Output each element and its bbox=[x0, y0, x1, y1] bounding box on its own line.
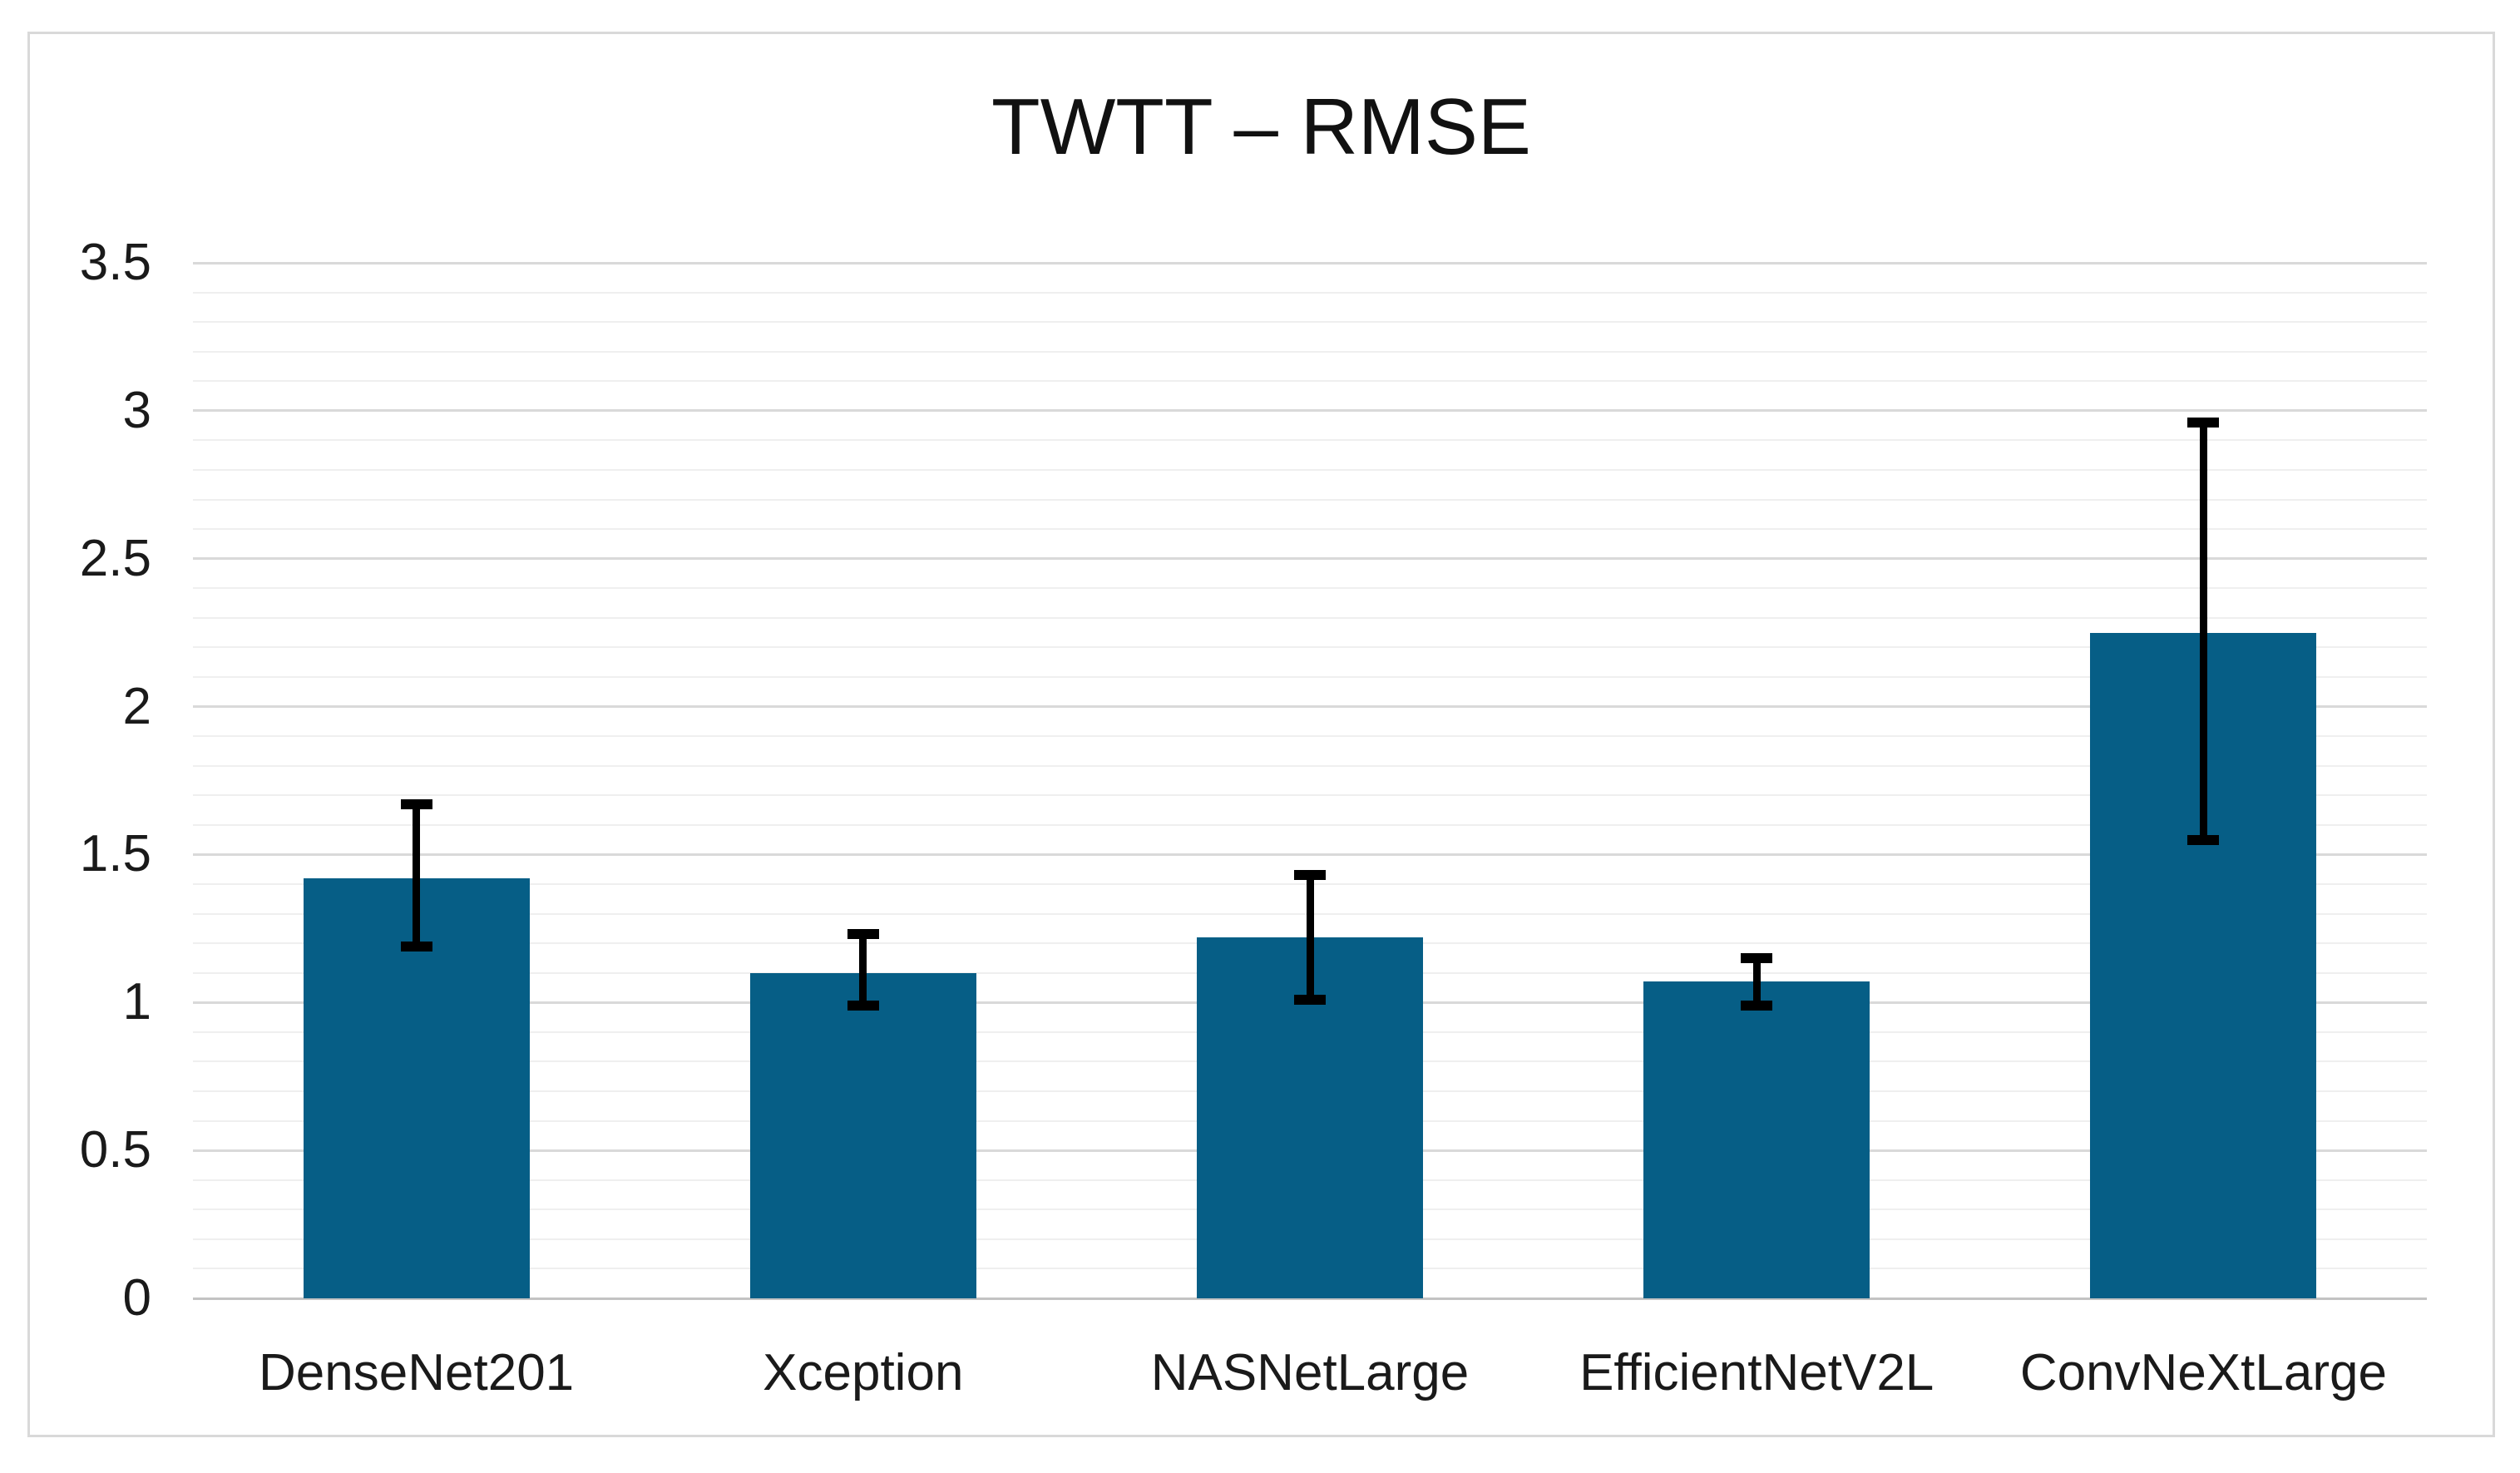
y-gridline-minor bbox=[193, 735, 2427, 738]
error-bar-line bbox=[1306, 875, 1314, 1000]
y-gridline-minor bbox=[193, 587, 2427, 590]
y-gridline-minor bbox=[193, 676, 2427, 678]
y-tick-label: 0.5 bbox=[79, 1121, 151, 1179]
error-bar-cap bbox=[1741, 952, 1773, 963]
y-gridline-minor bbox=[193, 794, 2427, 797]
y-gridline-major bbox=[193, 409, 2427, 413]
y-tick-label: 2.5 bbox=[79, 529, 151, 587]
y-gridline-major bbox=[193, 261, 2427, 264]
y-tick-label: 0 bbox=[122, 1269, 151, 1327]
x-axis-label: DenseNet201 bbox=[259, 1344, 575, 1401]
y-gridline-minor bbox=[193, 616, 2427, 619]
bar-EfficientNetV2L bbox=[1643, 981, 1870, 1298]
y-gridline-minor bbox=[193, 823, 2427, 826]
y-gridline-minor bbox=[193, 439, 2427, 442]
y-gridline-minor bbox=[193, 764, 2427, 767]
x-axis-label: ConvNeXtLarge bbox=[2019, 1344, 2387, 1401]
error-bar-cap bbox=[400, 941, 432, 952]
error-bar-cap bbox=[1294, 870, 1326, 881]
bar-Xception bbox=[749, 972, 976, 1298]
error-bar-line bbox=[1752, 957, 1761, 1006]
error-bar-cap bbox=[1741, 1000, 1773, 1011]
y-gridline-minor bbox=[193, 321, 2427, 324]
error-bar-line bbox=[413, 803, 421, 947]
y-gridline-minor bbox=[193, 380, 2427, 383]
y-tick-label: 1.5 bbox=[79, 825, 151, 883]
x-axis-label: Xception bbox=[763, 1344, 964, 1401]
x-axis-baseline bbox=[193, 1297, 2427, 1300]
x-axis-labels: DenseNet201 Xception NASNetLarge EfficientN… bbox=[193, 1336, 2427, 1427]
y-tick-label: 3.5 bbox=[79, 234, 151, 291]
y-gridline-minor bbox=[193, 291, 2427, 294]
error-bar-cap bbox=[2187, 418, 2220, 428]
y-tick-label: 3 bbox=[122, 381, 151, 439]
y-gridline-major bbox=[193, 853, 2427, 856]
error-bar-cap bbox=[847, 929, 879, 940]
y-gridline-minor bbox=[193, 469, 2427, 471]
x-axis-label: EfficientNetV2L bbox=[1579, 1344, 1934, 1401]
error-bar-line bbox=[859, 934, 867, 1006]
y-gridline-minor bbox=[193, 646, 2427, 649]
error-bar-line bbox=[2199, 423, 2207, 840]
chart-title: TWTT – RMSE bbox=[991, 82, 1531, 171]
y-gridline-major bbox=[193, 705, 2427, 709]
y-gridline-minor bbox=[193, 350, 2427, 353]
y-gridline-minor bbox=[193, 498, 2427, 501]
error-bar-cap bbox=[400, 798, 432, 809]
plot-area bbox=[193, 261, 2427, 1300]
x-axis-label: NASNetLarge bbox=[1150, 1344, 1470, 1401]
y-tick-label: 2 bbox=[122, 677, 151, 735]
error-bar-cap bbox=[2187, 834, 2220, 845]
error-bar-cap bbox=[1294, 994, 1326, 1005]
y-gridline-minor bbox=[193, 528, 2427, 531]
error-bar-cap bbox=[847, 1000, 879, 1011]
y-tick-label: 1 bbox=[122, 973, 151, 1031]
y-gridline-major bbox=[193, 557, 2427, 561]
